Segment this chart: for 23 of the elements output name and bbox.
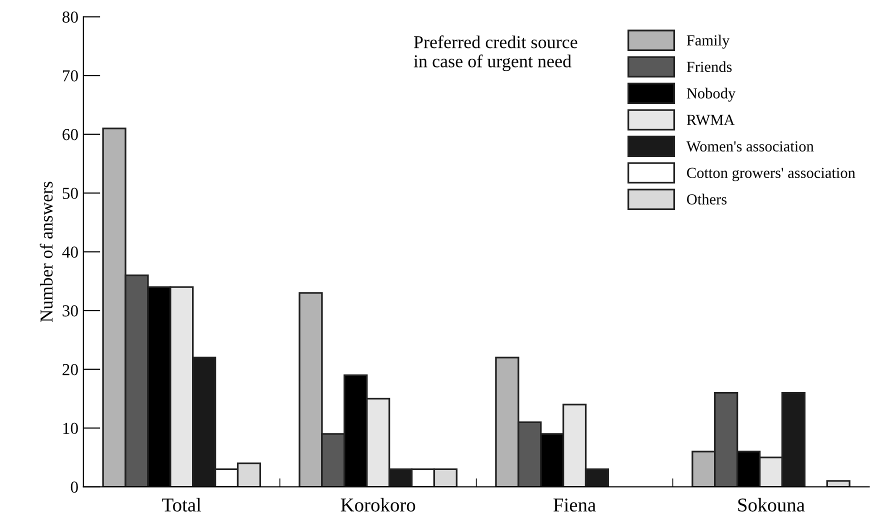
y-tick-label: 80: [62, 11, 78, 23]
y-tick-label: 40: [62, 246, 78, 258]
legend-label: Nobody: [686, 88, 736, 102]
y-tick-label: 30: [62, 305, 78, 316]
y-tick-label: 50: [62, 188, 78, 199]
bar: [826, 480, 850, 487]
x-tick-label: Korokoro: [340, 498, 416, 512]
legend-title: Preferred credit source in case of urgent need: [414, 35, 578, 72]
y-axis-title: Number of answers: [40, 182, 53, 322]
legend-label: Others: [687, 194, 727, 205]
legend-label: Family: [686, 34, 730, 49]
legend-label: Women's association: [686, 141, 814, 152]
x-tick-label: Total: [162, 498, 202, 512]
x-tick-label: Fiena: [554, 498, 596, 512]
legend-label: Friends: [686, 61, 732, 72]
y-tick-label: 70: [62, 70, 78, 82]
y-tick-label: 60: [62, 128, 78, 140]
legend-label: RWMA: [686, 114, 735, 126]
y-tick-label: 20: [62, 364, 78, 376]
y-tick-label: 0: [70, 481, 78, 493]
x-tick-label: Sokouna: [738, 498, 805, 512]
y-tick-label: 10: [63, 422, 78, 434]
legend-label: Cotton growers' association: [687, 168, 856, 182]
